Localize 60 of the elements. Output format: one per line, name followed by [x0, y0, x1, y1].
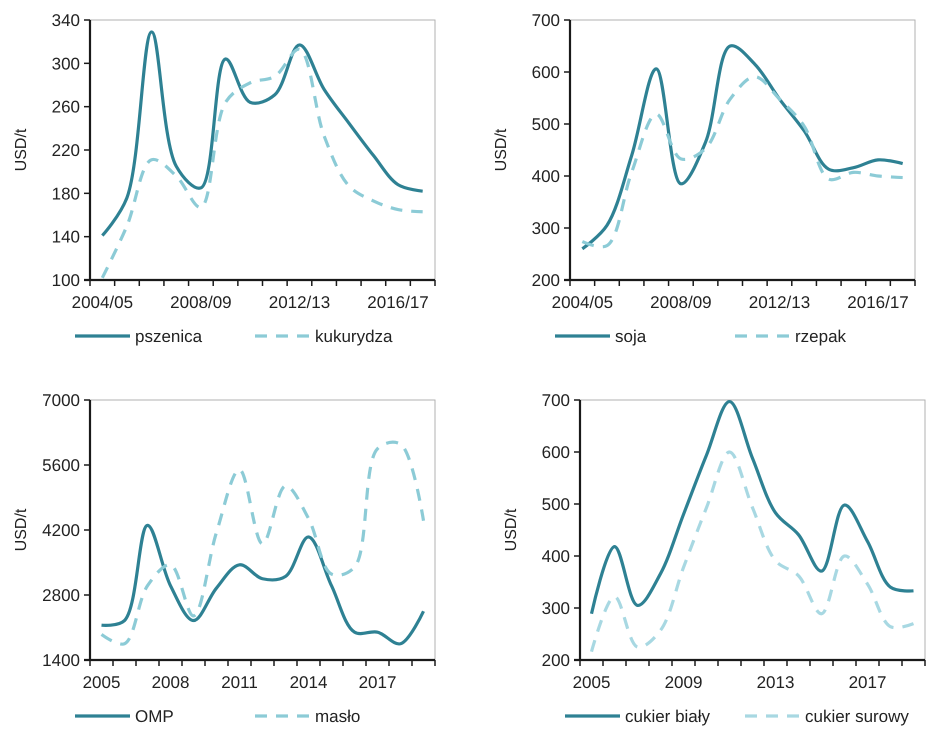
x-tick-label: 2012/13 [268, 293, 330, 312]
legend-label: soja [615, 326, 647, 346]
y-tick-label: 600 [542, 442, 570, 462]
x-tick-label: 2016/17 [367, 293, 429, 312]
x-tick-label: 2004/05 [72, 293, 134, 312]
line-series [590, 450, 916, 654]
legend-label: masło [315, 706, 360, 726]
y-tick-label: 200 [532, 270, 560, 290]
x-tick-label: 2016/17 [847, 293, 909, 312]
y-axis-title: USD/t [13, 508, 30, 552]
y-tick-label: 700 [542, 390, 570, 410]
x-tick-label: 2008/09 [170, 293, 232, 312]
y-tick-label: 500 [542, 494, 570, 514]
y-tick-label: 700 [532, 10, 560, 30]
legend-label: OMP [135, 706, 174, 726]
legend-label: cukier biały [625, 706, 711, 726]
y-tick-label: 400 [532, 166, 560, 186]
y-axis-title: USD/t [493, 128, 510, 172]
y-tick-label: 4200 [42, 520, 80, 540]
x-tick-label: 2012/13 [748, 293, 810, 312]
line-series [100, 524, 426, 646]
x-tick-label: 2005 [572, 673, 610, 692]
x-tick-label: 2011 [221, 673, 258, 692]
x-tick-label: 2005 [82, 673, 120, 692]
y-tick-label: 180 [52, 184, 80, 204]
x-tick-label: 2013 [756, 673, 794, 692]
line-series [590, 400, 916, 616]
x-tick-label: 2014 [290, 673, 328, 692]
y-tick-label: 340 [52, 10, 80, 30]
x-tick-label: 2004/05 [552, 293, 614, 312]
x-tick-label: 2008 [152, 673, 190, 692]
y-tick-label: 100 [52, 270, 80, 290]
y-axis-title: USD/t [13, 128, 30, 172]
y-tick-label: 7000 [42, 390, 80, 410]
y-tick-label: 140 [52, 228, 80, 247]
x-tick-label: 2008/09 [650, 293, 712, 312]
x-tick-label: 2017 [848, 673, 886, 692]
y-tick-label: 300 [52, 54, 80, 74]
y-tick-label: 300 [542, 598, 570, 618]
y-tick-label: 2800 [42, 586, 80, 605]
y-tick-label: 1400 [42, 650, 80, 670]
y-tick-label: 220 [52, 140, 80, 160]
x-tick-label: 2009 [664, 673, 702, 692]
legend-label: kukurydza [315, 326, 394, 346]
y-tick-label: 5600 [42, 456, 80, 475]
y-tick-label: 600 [532, 62, 560, 82]
x-tick-label: 2017 [358, 673, 396, 692]
y-axis-title: USD/t [503, 508, 520, 552]
y-tick-label: 200 [542, 650, 570, 670]
y-tick-label: 400 [542, 546, 570, 566]
line-series [580, 44, 904, 250]
legend-label: rzepak [795, 326, 847, 346]
line-series [580, 75, 904, 248]
legend-label: cukier surowy [805, 706, 910, 726]
legend-label: pszenica [135, 326, 203, 346]
y-tick-label: 260 [52, 98, 80, 117]
line-series [100, 30, 424, 238]
line-series [100, 48, 424, 280]
y-tick-label: 300 [532, 218, 560, 238]
y-tick-label: 500 [532, 114, 560, 134]
